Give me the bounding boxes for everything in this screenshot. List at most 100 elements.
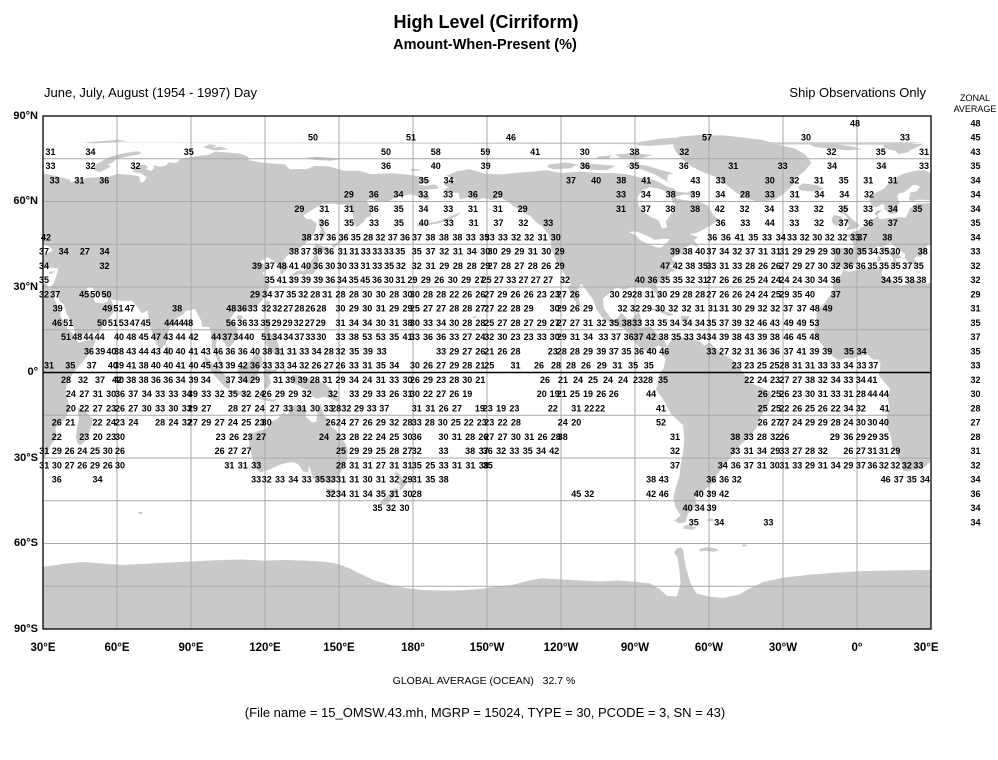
svg-text:29: 29 [423,375,433,385]
svg-text:23: 23 [483,403,493,413]
svg-text:32: 32 [396,261,406,271]
svg-text:26: 26 [262,389,272,399]
svg-text:34: 34 [443,175,453,185]
svg-text:29: 29 [867,432,877,442]
svg-text:26: 26 [534,361,544,371]
svg-text:33: 33 [439,460,449,470]
svg-text:31: 31 [719,261,729,271]
svg-text:29: 29 [745,304,755,314]
svg-text:20: 20 [93,432,103,442]
svg-text:27: 27 [79,389,89,399]
svg-text:33: 33 [436,346,446,356]
svg-text:41: 41 [126,361,136,371]
svg-text:34: 34 [337,275,347,285]
svg-text:33: 33 [449,332,459,342]
svg-text:32: 32 [800,232,810,242]
svg-text:35: 35 [893,275,903,285]
svg-text:24: 24 [228,418,238,428]
svg-text:23: 23 [509,403,519,413]
svg-text:35: 35 [315,475,325,485]
svg-text:36: 36 [647,275,657,285]
svg-text:33: 33 [335,332,345,342]
svg-text:34: 34 [970,204,980,214]
svg-text:30: 30 [550,304,560,314]
svg-text:27: 27 [474,275,484,285]
svg-text:28: 28 [510,318,520,328]
svg-text:29: 29 [818,418,828,428]
svg-text:26: 26 [758,261,768,271]
svg-text:39: 39 [225,361,235,371]
svg-text:30: 30 [610,289,620,299]
svg-text:32: 32 [831,261,841,271]
svg-text:29: 29 [250,375,260,385]
svg-text:28: 28 [335,289,345,299]
svg-text:32: 32 [261,304,271,314]
svg-text:28: 28 [425,418,435,428]
svg-text:32: 32 [970,375,980,385]
svg-text:46: 46 [881,475,891,485]
svg-text:36: 36 [326,232,336,242]
svg-text:41: 41 [188,346,198,356]
svg-text:27: 27 [452,403,462,413]
svg-text:28: 28 [349,432,359,442]
svg-text:29: 29 [275,389,285,399]
svg-text:22: 22 [423,389,433,399]
svg-text:37: 37 [857,232,867,242]
svg-text:34: 34 [682,318,692,328]
svg-text:29: 29 [514,247,524,257]
svg-text:31: 31 [287,346,297,356]
svg-text:19: 19 [550,389,560,399]
svg-text:40: 40 [175,346,185,356]
svg-text:31: 31 [452,432,462,442]
svg-text:31: 31 [879,446,889,456]
svg-text:24: 24 [757,375,767,385]
svg-text:30: 30 [890,247,900,257]
svg-text:19: 19 [496,403,506,413]
svg-text:34: 34 [262,289,272,299]
svg-text:26: 26 [215,446,225,456]
svg-text:28: 28 [310,289,320,299]
svg-text:33: 33 [376,389,386,399]
svg-text:34: 34 [336,489,346,499]
svg-text:30: 30 [262,418,272,428]
svg-text:35: 35 [891,261,901,271]
svg-text:32: 32 [739,204,749,214]
svg-text:27: 27 [484,289,494,299]
svg-text:26: 26 [475,289,485,299]
svg-text:24: 24 [758,275,768,285]
svg-text:39: 39 [289,275,299,285]
svg-text:34: 34 [142,389,152,399]
svg-text:30: 30 [325,261,335,271]
svg-text:34: 34 [818,275,828,285]
svg-text:34: 34 [876,161,886,171]
svg-text:31: 31 [863,175,873,185]
svg-text:27: 27 [228,446,238,456]
svg-text:39: 39 [114,361,124,371]
svg-text:33: 33 [763,517,773,527]
svg-text:44: 44 [174,318,184,328]
svg-text:31: 31 [412,475,422,485]
svg-text:29: 29 [805,460,815,470]
svg-text:38: 38 [805,375,815,385]
svg-text:36: 36 [468,190,478,200]
svg-text:34: 34 [831,460,841,470]
svg-text:28: 28 [551,432,561,442]
svg-text:31: 31 [612,361,622,371]
svg-text:32: 32 [182,418,192,428]
svg-text:51: 51 [261,332,271,342]
svg-text:40: 40 [683,503,693,513]
svg-text:30: 30 [384,275,394,285]
svg-text:30: 30 [970,389,980,399]
svg-text:30: 30 [732,304,742,314]
svg-text:26: 26 [541,261,551,271]
svg-text:26: 26 [449,389,459,399]
svg-text:29: 29 [363,389,373,399]
svg-text:41: 41 [641,175,651,185]
svg-text:39: 39 [757,332,767,342]
svg-text:32: 32 [970,261,980,271]
svg-text:49: 49 [796,318,806,328]
svg-text:34: 34 [288,475,298,485]
svg-text:28: 28 [475,318,485,328]
svg-text:27: 27 [256,432,266,442]
svg-text:28: 28 [331,403,341,413]
